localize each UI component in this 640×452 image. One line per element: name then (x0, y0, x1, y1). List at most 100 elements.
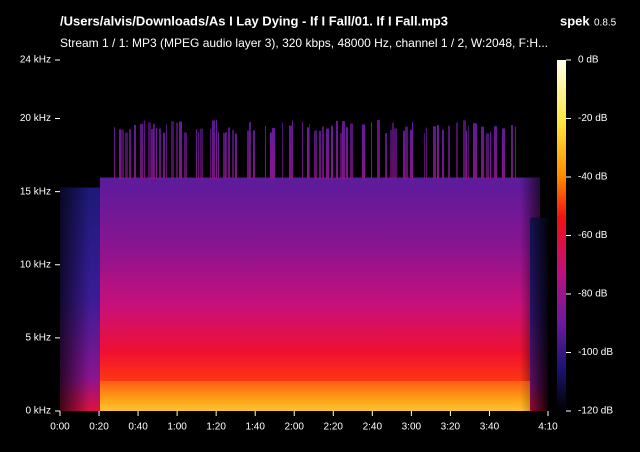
spectrum-streak (476, 123, 477, 180)
main-band (100, 177, 540, 411)
spectrum-streak (442, 129, 444, 180)
spectrum-streak (502, 128, 505, 180)
x-tick-label: 4:10 (538, 422, 558, 433)
spectrum-streak (228, 127, 230, 180)
colorbar-label: -40 dB (578, 172, 608, 183)
spectrum-streak (456, 122, 458, 180)
spectrum-streak (463, 120, 466, 180)
spectrum-streak (184, 132, 187, 180)
spectrum-streak (437, 125, 439, 180)
x-tick-label: 3:20 (441, 422, 461, 433)
spectrum-streak (362, 124, 365, 180)
spectrum-streak (272, 128, 275, 180)
spectrum-streak (247, 130, 250, 180)
spectrum-streak (403, 130, 405, 180)
spectrum-streak (129, 129, 131, 180)
x-tick-label: 2:40 (363, 422, 383, 433)
intro-fade (60, 187, 90, 411)
spectrum-streak (171, 121, 174, 180)
spectrum-streak (322, 126, 324, 180)
spectrum-streak (364, 132, 365, 180)
colorbar-label: 0 dB (578, 55, 599, 66)
spectrum-streak (270, 132, 273, 180)
spectrum-streak (253, 130, 255, 180)
app-version: 0.8.5 (594, 18, 617, 29)
spectrum-streak (486, 133, 489, 180)
spectrum-streak (216, 120, 217, 180)
x-tick-label: 3:40 (480, 422, 500, 433)
spectrum-streak (342, 121, 345, 180)
colorbar-label: -80 dB (578, 289, 608, 300)
y-tick-label: 0 kHz (25, 406, 51, 417)
spectrogram (60, 119, 548, 411)
x-tick-label: 0:00 (50, 422, 70, 433)
spectrum-streak (394, 128, 397, 180)
spectrum-streak (176, 122, 178, 180)
spectrum-streak (314, 130, 317, 180)
spectrum-streak (232, 129, 234, 180)
y-tick-label: 10 kHz (20, 259, 51, 270)
spectrum-streak (140, 123, 143, 180)
spectrum-streak (153, 123, 155, 180)
y-tick-label: 5 kHz (25, 333, 51, 344)
y-tick-label: 24 kHz (20, 55, 51, 66)
x-tick-label: 1:00 (167, 422, 187, 433)
y-tick-label: 15 kHz (20, 186, 51, 197)
spectrum-streak (289, 125, 292, 180)
spectrum-streak (166, 124, 167, 180)
spectrum-streak (385, 133, 387, 180)
x-tick-label: 3:00 (402, 422, 422, 433)
spectrum-streak (377, 119, 380, 180)
spectrum-streak (121, 129, 124, 180)
app-name: spek (560, 13, 590, 28)
x-tick-label: 1:20 (206, 422, 226, 433)
spectrum-streak (433, 126, 436, 180)
spectrum-streak (326, 128, 329, 180)
spectrum-streak (235, 133, 237, 180)
spectrum-streak (200, 128, 203, 180)
outro-fade (520, 177, 548, 411)
x-tick-label: 1:40 (245, 422, 265, 433)
y-tick-label: 20 kHz (20, 113, 51, 124)
spectrum-streak (292, 120, 293, 180)
x-tick-label: 2:20 (324, 422, 344, 433)
spectrum-streak (302, 121, 303, 180)
spectrum-streak (490, 131, 491, 180)
spectrum-streak (515, 126, 516, 180)
spectrum-streak (210, 129, 211, 180)
spectrum-streak (336, 120, 338, 180)
spectrum-streak (390, 129, 392, 180)
colorbar-label: -60 dB (578, 230, 608, 241)
spectrum-streak (494, 126, 497, 180)
spectrum-streak (282, 122, 283, 180)
spectrum-streak (218, 132, 219, 180)
spectrum-streak (265, 125, 266, 180)
spectrum-streak (448, 125, 450, 180)
spectrum-streak (223, 133, 226, 180)
spectrum-streak (350, 123, 353, 180)
spectrum-streak (468, 125, 469, 180)
spectrum-streak (309, 124, 310, 180)
x-tick-label: 0:40 (128, 422, 148, 433)
spectrum-streak (163, 132, 165, 180)
spectrum-streak (405, 126, 408, 180)
spectrum-streak (307, 127, 309, 180)
spectrum-streak (424, 133, 425, 180)
bass-band (100, 381, 530, 411)
spectrum-streak (114, 127, 115, 180)
spectrum-streak (481, 126, 484, 180)
spectrum-streak (125, 132, 128, 180)
spectrum-streak (412, 121, 413, 180)
spectrum-streak (119, 129, 121, 180)
spectrum-streak (179, 121, 182, 180)
colorbar-label: -120 dB (578, 406, 613, 417)
spectrum-streak (156, 128, 157, 180)
x-tick-label: 0:20 (89, 422, 109, 433)
spectrum-streak (159, 128, 161, 180)
file-path: /Users/alvis/Downloads/As I Lay Dying - … (60, 13, 448, 28)
spectrum-streak (319, 130, 321, 180)
spectrum-streak (426, 127, 427, 180)
spectrum-streak (511, 125, 513, 180)
spectrum-streak (371, 122, 372, 180)
